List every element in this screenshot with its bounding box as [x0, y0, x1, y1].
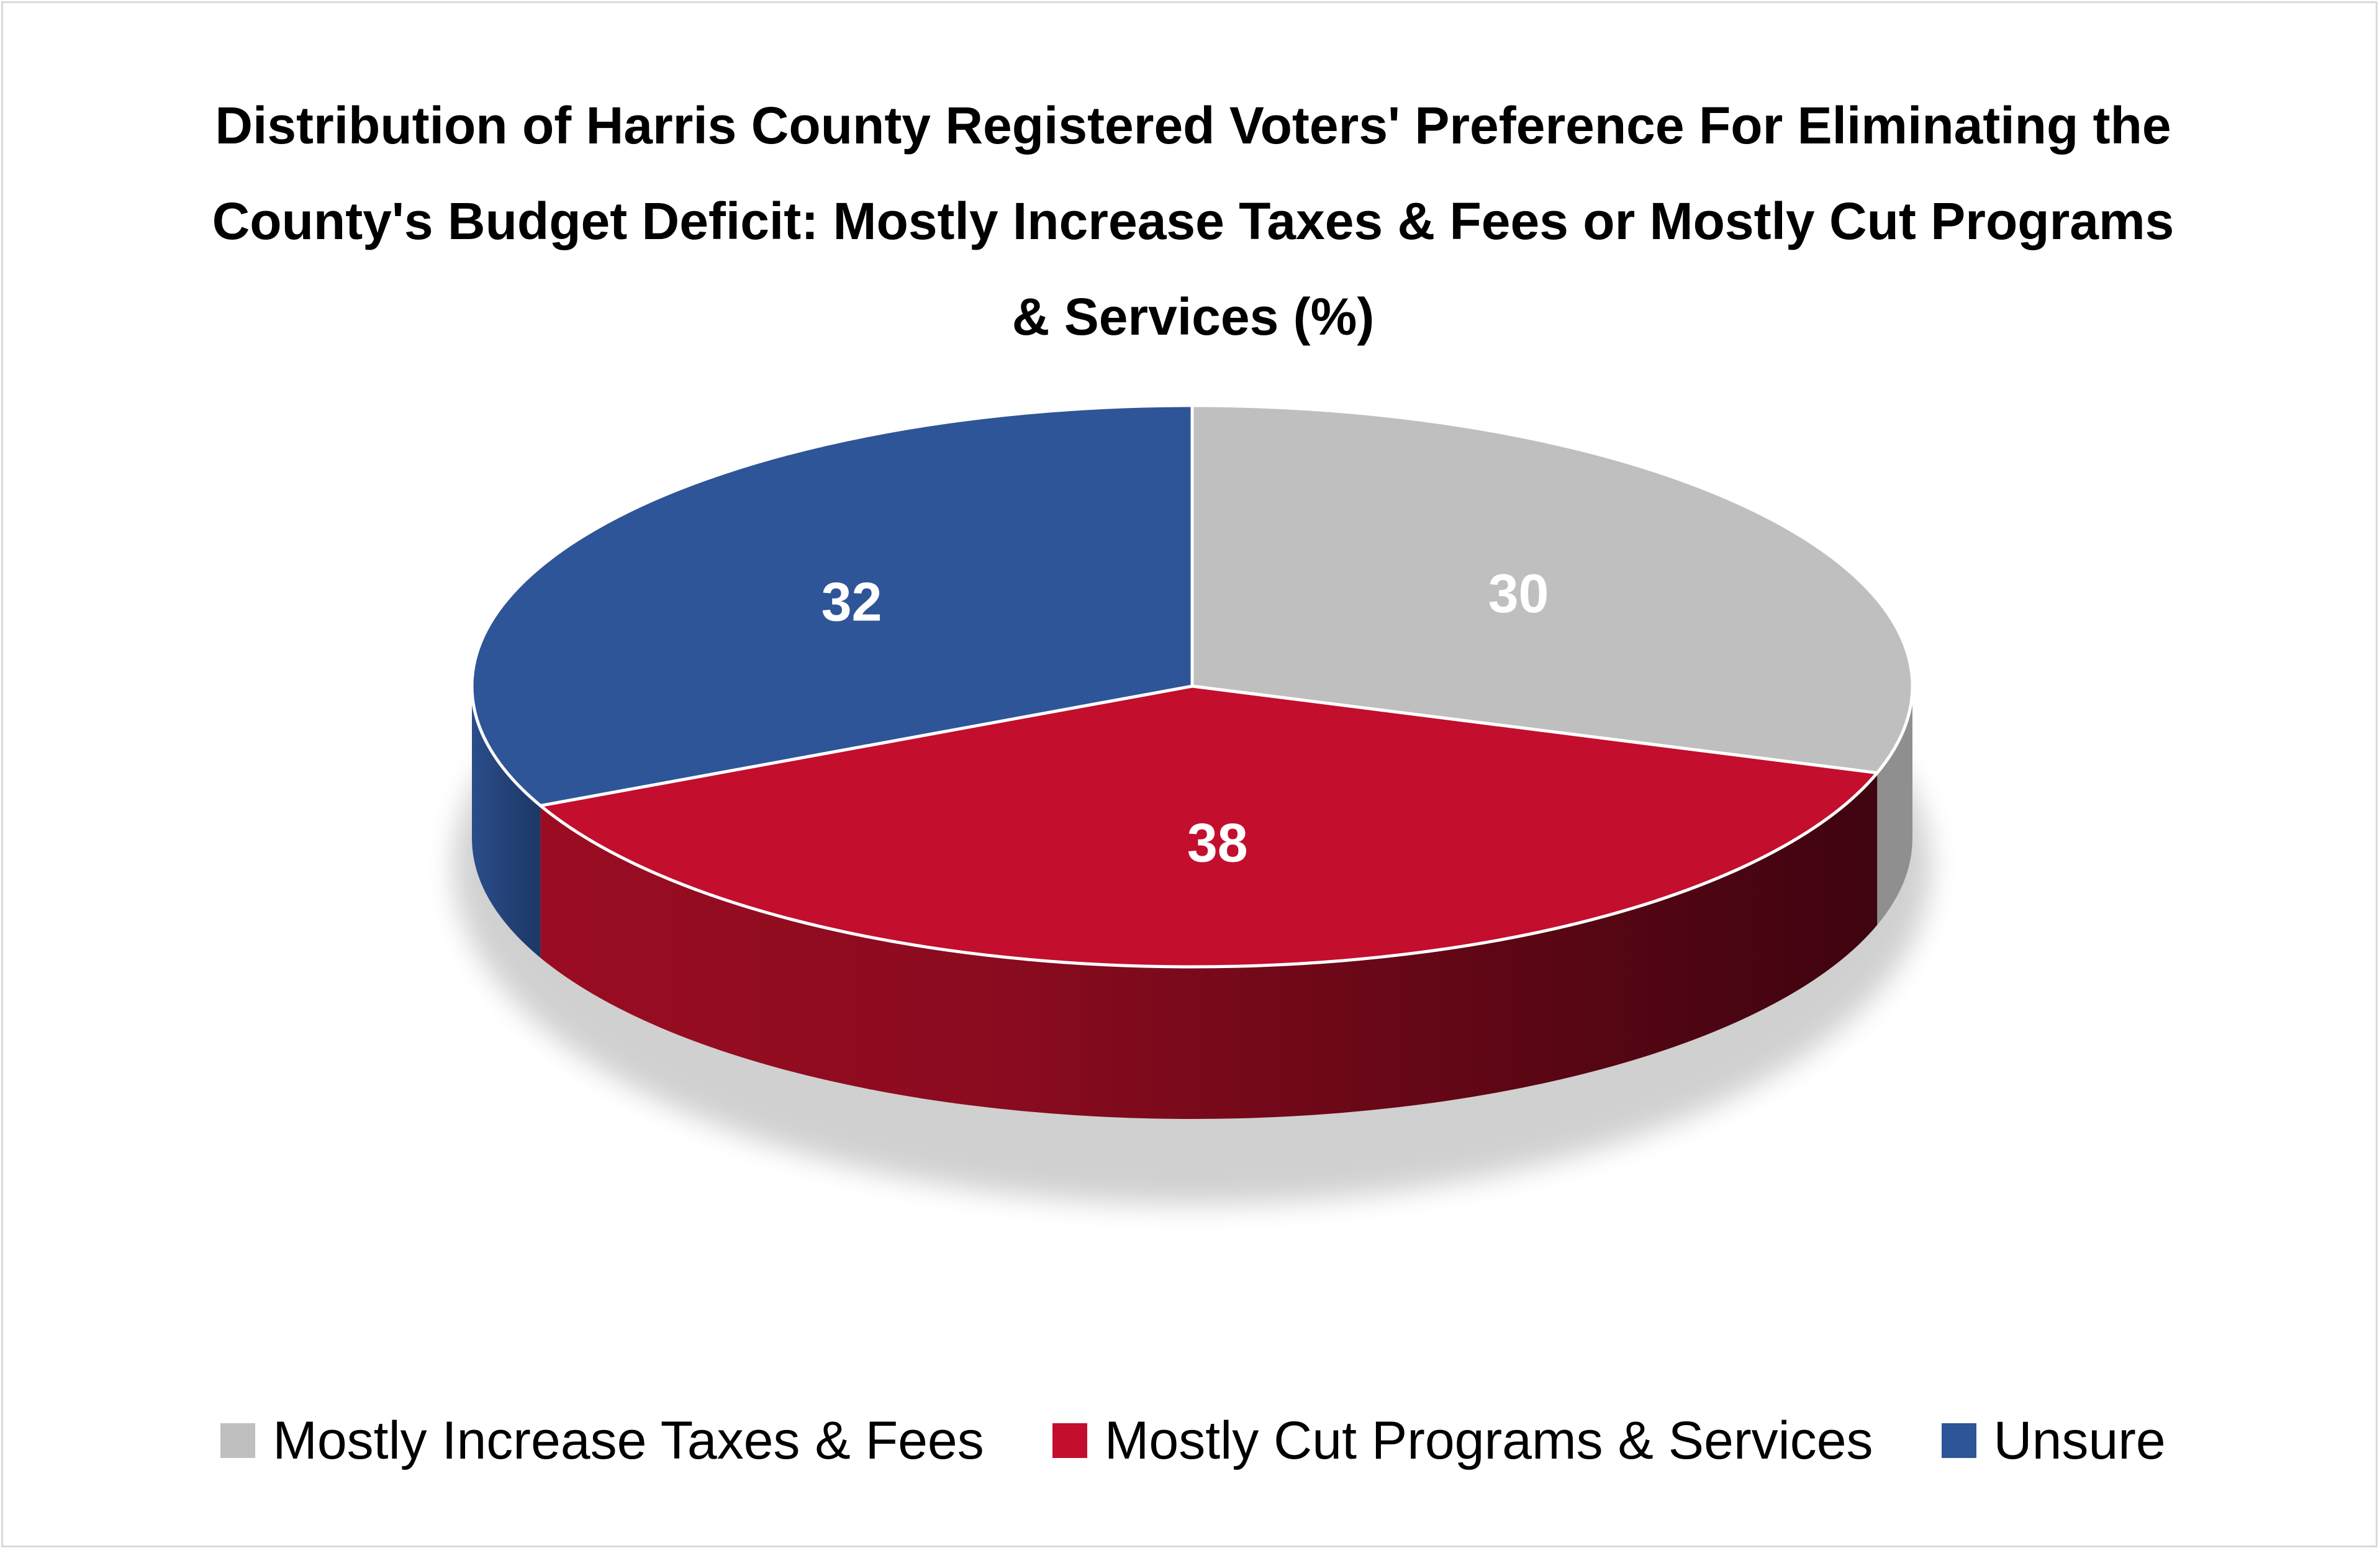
pie-side-mostly-increase-taxes-and-fees	[1877, 686, 1913, 925]
legend-item-mostly-increase-taxes-and-fees: Mostly Increase Taxes & Fees	[220, 1410, 984, 1472]
data-label-mostly-increase-taxes-and-fees: 30	[1488, 563, 1549, 624]
chart-title: Distribution of Harris County Registered…	[212, 96, 2174, 346]
legend-swatch-mostly-cut-programs-and-services	[1052, 1423, 1087, 1458]
legend-label-mostly-cut-programs-and-services: Mostly Cut Programs & Services	[1104, 1410, 1873, 1470]
legend-item-unsure: Unsure	[1941, 1410, 2166, 1472]
legend-swatch-mostly-increase-taxes-and-fees	[220, 1423, 256, 1458]
pie-slice-unsure	[470, 404, 1194, 807]
legend-swatch-unsure	[1941, 1423, 1976, 1458]
legend: Mostly Increase Taxes & Fees Mostly Cut P…	[3, 1400, 2380, 1481]
legend-item-mostly-cut-programs-and-services: Mostly Cut Programs & Services	[1052, 1410, 1873, 1472]
legend-label-mostly-increase-taxes-and-fees: Mostly Increase Taxes & Fees	[273, 1410, 984, 1470]
data-label-unsure: 32	[821, 571, 882, 632]
pie-chart: 30 38 32	[453, 404, 1931, 1205]
data-label-mostly-cut-programs-and-services: 38	[1187, 812, 1248, 874]
legend-label-unsure: Unsure	[1993, 1410, 2166, 1470]
pie-side-mostly-cut-programs-and-services	[540, 772, 1878, 1120]
pie-side-unsure	[472, 686, 541, 958]
pie-slice-mostly-increase-taxes-and-fees	[1190, 404, 1914, 775]
pie-slice-mostly-cut-programs-and-services	[538, 684, 1879, 969]
